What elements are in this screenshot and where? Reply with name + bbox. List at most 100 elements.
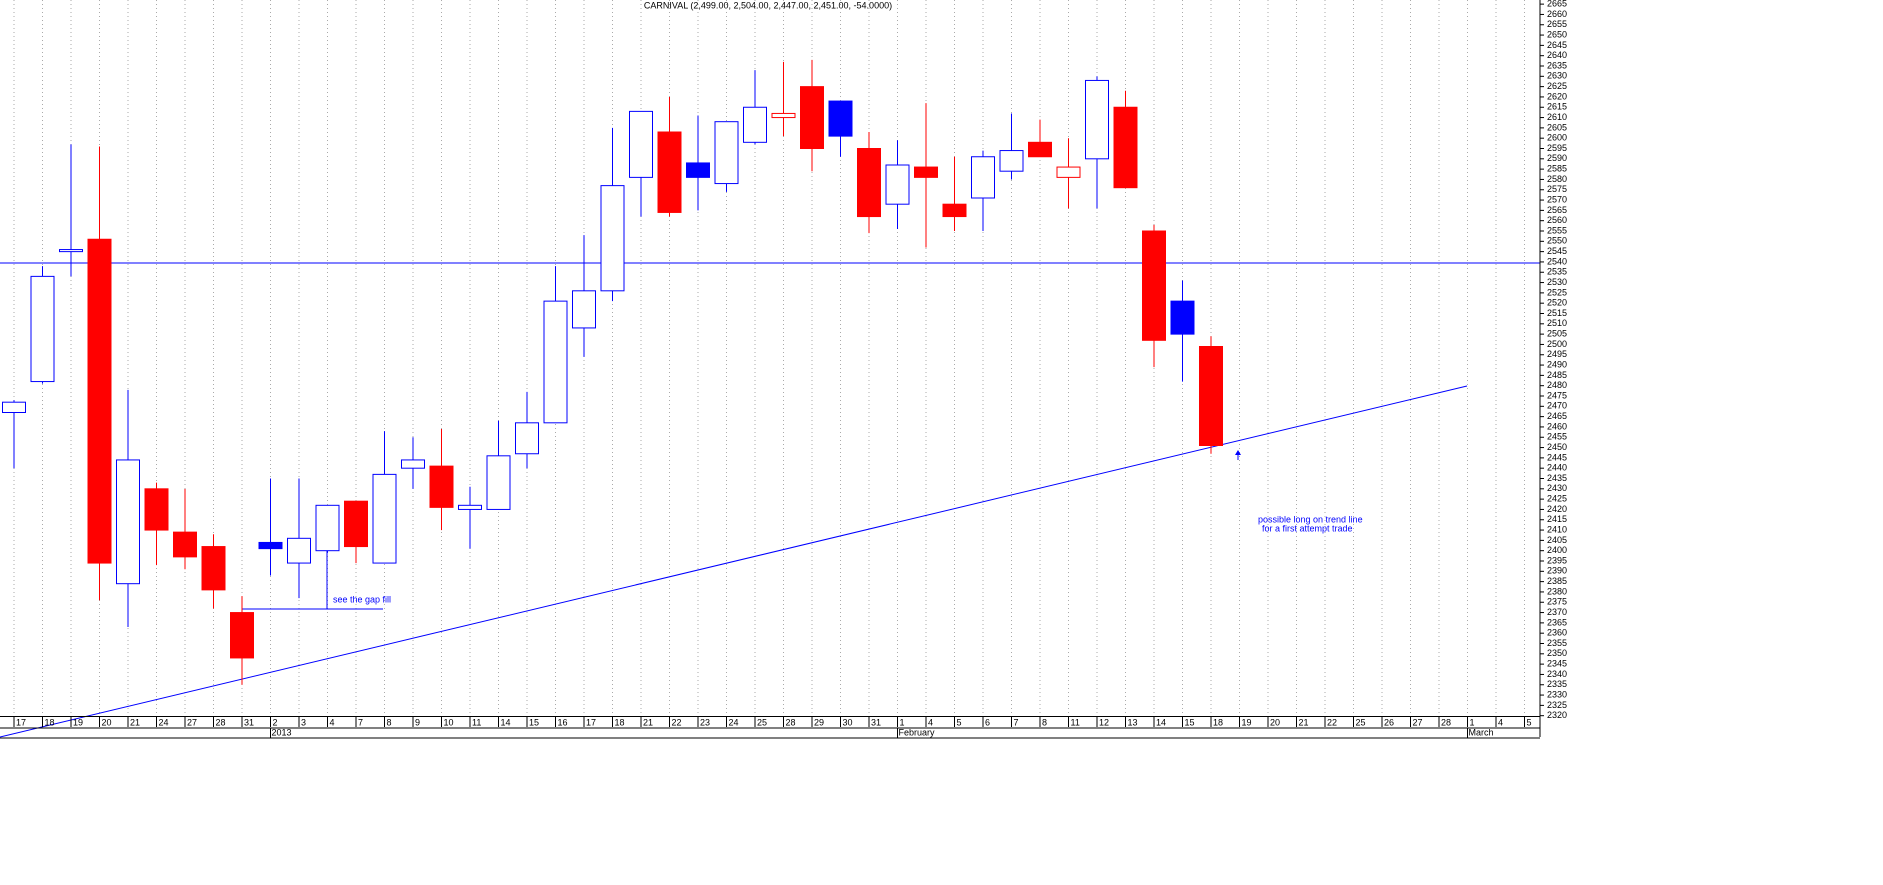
annotation: see the gap fill: [333, 594, 391, 604]
y-tick-label: 2495: [1547, 349, 1567, 359]
x-tick-label: 27: [187, 717, 197, 727]
x-tick-label: 14: [501, 717, 511, 727]
y-tick-label: 2360: [1547, 628, 1567, 638]
x-tick-label: 21: [643, 717, 653, 727]
x-tick-label: 19: [1242, 717, 1252, 727]
y-tick-label: 2620: [1547, 91, 1567, 101]
candles: [2, 59, 1223, 685]
candle-body: [59, 249, 83, 253]
y-tick-label: 2370: [1547, 607, 1567, 617]
x-tick-label: 21: [1299, 717, 1309, 727]
y-tick-label: 2325: [1547, 700, 1567, 710]
y-tick-label: 2560: [1547, 215, 1567, 225]
y-tick-label: 2415: [1547, 514, 1567, 524]
candle-body: [486, 455, 511, 510]
x-tick-label: 3: [301, 717, 306, 727]
y-tick-label: 2450: [1547, 442, 1567, 452]
x-tick-label: 24: [729, 717, 739, 727]
candle-body: [87, 238, 112, 564]
y-tick-label: 2505: [1547, 329, 1567, 339]
y-tick-label: 2355: [1547, 638, 1567, 648]
y-tick-label: 2615: [1547, 102, 1567, 112]
y-tick-label: 2365: [1547, 617, 1567, 627]
y-tick-label: 2645: [1547, 40, 1567, 50]
candle-body: [401, 459, 425, 469]
x-tick-label: 21: [130, 717, 140, 727]
candle-body: [116, 459, 140, 585]
y-tick-label: 2625: [1547, 81, 1567, 91]
x-tick-label: 28: [1441, 717, 1451, 727]
y-tick-label: 2500: [1547, 339, 1567, 349]
chart-title: CARNIVAL (2,499.00, 2,504.00, 2,447.00, …: [644, 0, 892, 10]
candle-body: [800, 86, 824, 149]
y-tick-label: 2345: [1547, 659, 1567, 669]
y-tick-label: 2375: [1547, 597, 1567, 607]
y-tick-label: 2335: [1547, 679, 1567, 689]
y-tick-label: 2575: [1547, 184, 1567, 194]
candle-body: [914, 166, 938, 178]
y-tick-label: 2520: [1547, 298, 1567, 308]
y-tick-label: 2600: [1547, 133, 1567, 143]
y-tick-label: 2550: [1547, 236, 1567, 246]
candle-body: [1170, 300, 1195, 335]
x-tick-label: 31: [871, 717, 881, 727]
candle-body: [1056, 166, 1081, 178]
y-tick-label: 2570: [1547, 194, 1567, 204]
y-tick-label: 2440: [1547, 463, 1567, 473]
x-tick-label: 18: [1213, 717, 1223, 727]
x-tick-label: 7: [358, 717, 363, 727]
x-tick-label: 26: [1384, 717, 1394, 727]
y-tick-label: 2590: [1547, 153, 1567, 163]
candle-body: [230, 612, 254, 659]
candle-body: [201, 546, 226, 591]
x-tick-label: 5: [1527, 717, 1532, 727]
y-tick-label: 2555: [1547, 225, 1567, 235]
candle-body: [315, 504, 340, 552]
candle-body: [999, 150, 1024, 172]
y-tick-label: 2420: [1547, 504, 1567, 514]
y-tick-label: 2640: [1547, 50, 1567, 60]
candle-body: [828, 100, 853, 137]
x-tick-label: 27: [1413, 717, 1423, 727]
y-tick-label: 2610: [1547, 112, 1567, 122]
x-tick-label: 22: [672, 717, 682, 727]
x-tick-label: 11: [1071, 717, 1080, 727]
candle-body: [1199, 346, 1223, 446]
x-tick-label: 25: [1356, 717, 1366, 727]
x-tick-label: 28: [786, 717, 796, 727]
candle-body: [144, 488, 169, 531]
candle-body: [543, 300, 568, 424]
y-tick-label: 2660: [1547, 9, 1567, 19]
candle-body: [743, 106, 767, 143]
x-tick-label: 22: [1327, 717, 1337, 727]
y-tick-label: 2425: [1547, 494, 1567, 504]
y-tick-label: 2435: [1547, 473, 1567, 483]
x-tick-label: 5: [957, 717, 962, 727]
y-tick-label: 2480: [1547, 380, 1567, 390]
candle-body: [2, 401, 26, 413]
x-tick-label: 1: [1470, 717, 1475, 727]
y-tick-label: 2405: [1547, 535, 1567, 545]
candle-body: [572, 290, 596, 329]
y-tick-label: 2630: [1547, 71, 1567, 81]
candle-body: [771, 112, 796, 119]
candle-body: [372, 473, 397, 564]
y-tick-label: 2430: [1547, 483, 1567, 493]
y-tick-label: 2385: [1547, 576, 1567, 586]
candle-body: [287, 537, 311, 564]
month-label: March: [1469, 727, 1494, 737]
x-tick-label: 20: [102, 717, 112, 727]
candle-body: [657, 131, 682, 213]
x-tick-label: 25: [757, 717, 767, 727]
candle-body: [515, 422, 539, 455]
y-tick-label: 2515: [1547, 308, 1567, 318]
candle-body: [429, 465, 454, 508]
x-tick-label: 19: [73, 717, 83, 727]
y-tick-label: 2585: [1547, 164, 1567, 174]
candle-body: [714, 121, 739, 185]
y-tick-label: 2535: [1547, 267, 1567, 277]
candle-body: [600, 185, 625, 292]
x-tick-label: 28: [216, 717, 226, 727]
candle-body: [686, 162, 710, 178]
